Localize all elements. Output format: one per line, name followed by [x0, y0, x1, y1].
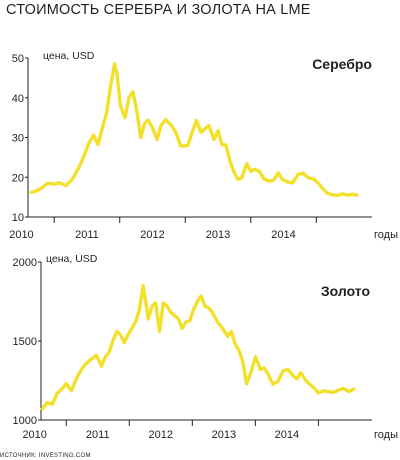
y-axis-unit-label: цена, USD — [43, 50, 95, 62]
x-tick-label: 2014 — [271, 229, 295, 241]
chart-panel-1: 10 20 30 40 50 2010 2011 2012 2013 2014 годы цена, … — [9, 50, 398, 241]
x-tick-label: 2012 — [140, 229, 164, 241]
x-tick-label: 2011 — [75, 229, 99, 241]
y-tick-label: 1000 — [13, 415, 37, 427]
y-tick-label: 1500 — [13, 336, 37, 348]
series-line-1 — [40, 284, 356, 411]
series-line-1 — [29, 62, 359, 198]
x-tick-label: 2013 — [212, 429, 236, 441]
y-axis-unit-label: цена, USD — [46, 253, 98, 265]
y-tick-label: 40 — [12, 93, 24, 105]
y-tick-label: 2000 — [13, 257, 37, 269]
y-tick-label: 30 — [12, 133, 24, 145]
x-tick-label: 2010 — [22, 429, 46, 441]
series-title: Золото — [321, 283, 370, 299]
x-tick-label: 2012 — [149, 429, 173, 441]
series-title: Серебро — [312, 56, 372, 72]
x-tick-label: 2013 — [206, 229, 230, 241]
y-tick-label: 20 — [12, 172, 24, 184]
x-tick-label: 2014 — [275, 429, 299, 441]
x-tick-label: 2010 — [9, 229, 33, 241]
y-tick-label: 50 — [12, 53, 24, 65]
y-tick-label: 10 — [12, 212, 24, 224]
page-title: СТОИМОСТЬ СЕРЕБРА И ЗОЛОТА НА LME — [6, 2, 311, 18]
x-axis-unit-label: годы — [374, 429, 398, 441]
x-axis-unit-label: годы — [374, 229, 398, 241]
x-tick-label: 2011 — [86, 429, 110, 441]
chart-panel-2: 1000 1500 2000 2010 2011 2012 2013 2014 годы цена… — [13, 253, 399, 441]
source-note: ИСТОЧНИК: INVESTING.COM — [0, 453, 91, 459]
